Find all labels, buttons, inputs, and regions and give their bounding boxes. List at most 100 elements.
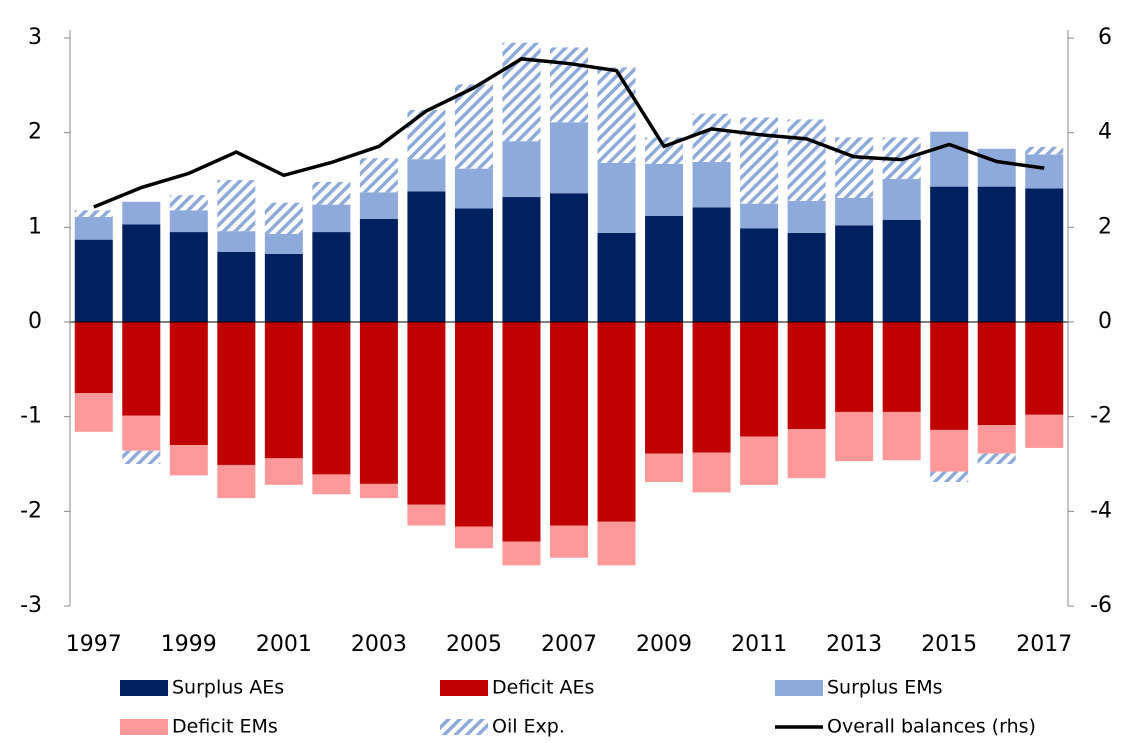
bar [787,119,826,201]
bar [930,186,969,322]
bar [1025,154,1064,189]
bar [930,471,969,482]
bar [597,322,636,522]
bar [264,202,303,234]
bar [882,219,921,322]
bar [312,204,351,233]
bar [787,428,826,479]
legend-label: Overall balances (rhs) [827,716,1036,738]
y2-tick-label: 6 [1098,25,1112,50]
bar [169,195,208,211]
bar [169,445,208,476]
x-tick-label: 2009 [636,632,692,657]
bar [930,429,969,472]
bar [645,322,684,454]
bar [977,453,1016,464]
bar [454,208,493,322]
y2-tick-label: 4 [1098,120,1112,145]
bar [74,393,113,432]
bar [217,180,256,232]
bar [977,322,1016,426]
legend-swatch [440,680,488,696]
bar [835,225,874,322]
bar [217,231,256,252]
bar [217,322,256,465]
bar [835,137,874,198]
y-tick-label: 1 [28,214,42,239]
bar [692,162,731,208]
bar [169,232,208,322]
y-tick-label: -2 [20,498,42,523]
y2-tick-label: -6 [1090,593,1112,618]
bar [740,228,779,322]
bar [74,210,113,217]
bar [740,203,779,229]
bar [787,322,826,429]
bar [359,158,398,193]
bar [692,207,731,322]
bar [645,163,684,216]
bar [597,162,636,234]
y-tick-label: -3 [20,593,42,618]
legend: Surplus AEs Deficit AEs Surplus EMs Deficit… [120,677,1036,738]
y2-tick-label: 0 [1098,309,1112,334]
bar [549,525,589,558]
bar [169,210,208,233]
x-tick-label: 2011 [731,632,787,657]
bar [122,322,161,416]
bar [502,322,541,542]
bar [692,452,731,493]
x-tick-label: 2015 [921,632,977,657]
legend-swatch [120,680,168,696]
legend-swatch [440,719,488,735]
bar [1025,188,1064,322]
bar [359,322,398,484]
legend-label: Surplus EMs [827,677,943,699]
bar [264,322,303,459]
line [93,57,1045,209]
bar [835,322,874,412]
legend-label: Deficit EMs [172,716,278,738]
bar [692,322,731,453]
bar [454,168,493,209]
y2-tick-label: 2 [1098,214,1112,239]
bar [359,218,398,322]
y2-tick-label: -2 [1090,404,1112,429]
bar [312,232,351,322]
x-tick-label: 2017 [1016,632,1072,657]
bar [454,84,493,169]
y-tick-label: 0 [28,309,42,334]
bar [454,322,493,527]
bar [835,197,874,226]
bar [645,215,684,322]
y2-tick-label: -4 [1090,498,1112,523]
bar [645,453,684,482]
bar [549,322,589,526]
bar [502,197,541,322]
bar [597,521,636,566]
x-tick-label: 2001 [256,632,312,657]
legend-label: Surplus AEs [172,677,284,699]
y-tick-label: 3 [28,25,42,50]
bar [407,504,446,526]
bar [122,201,161,225]
bar [597,67,636,163]
bar [740,322,779,437]
bar [1025,322,1064,415]
x-tick-label: 2007 [541,632,597,657]
bar [977,186,1016,322]
bar [977,425,1016,454]
legend-swatch [120,719,168,735]
bar [549,47,589,123]
bar [312,474,351,495]
bar [882,322,921,412]
bar [74,239,113,322]
x-tick-label: 2003 [351,632,407,657]
bar [740,117,779,204]
bar [217,464,256,499]
bar [502,141,541,198]
bar [264,458,303,485]
bar [74,216,113,240]
bar [835,411,874,462]
bar [454,526,493,549]
